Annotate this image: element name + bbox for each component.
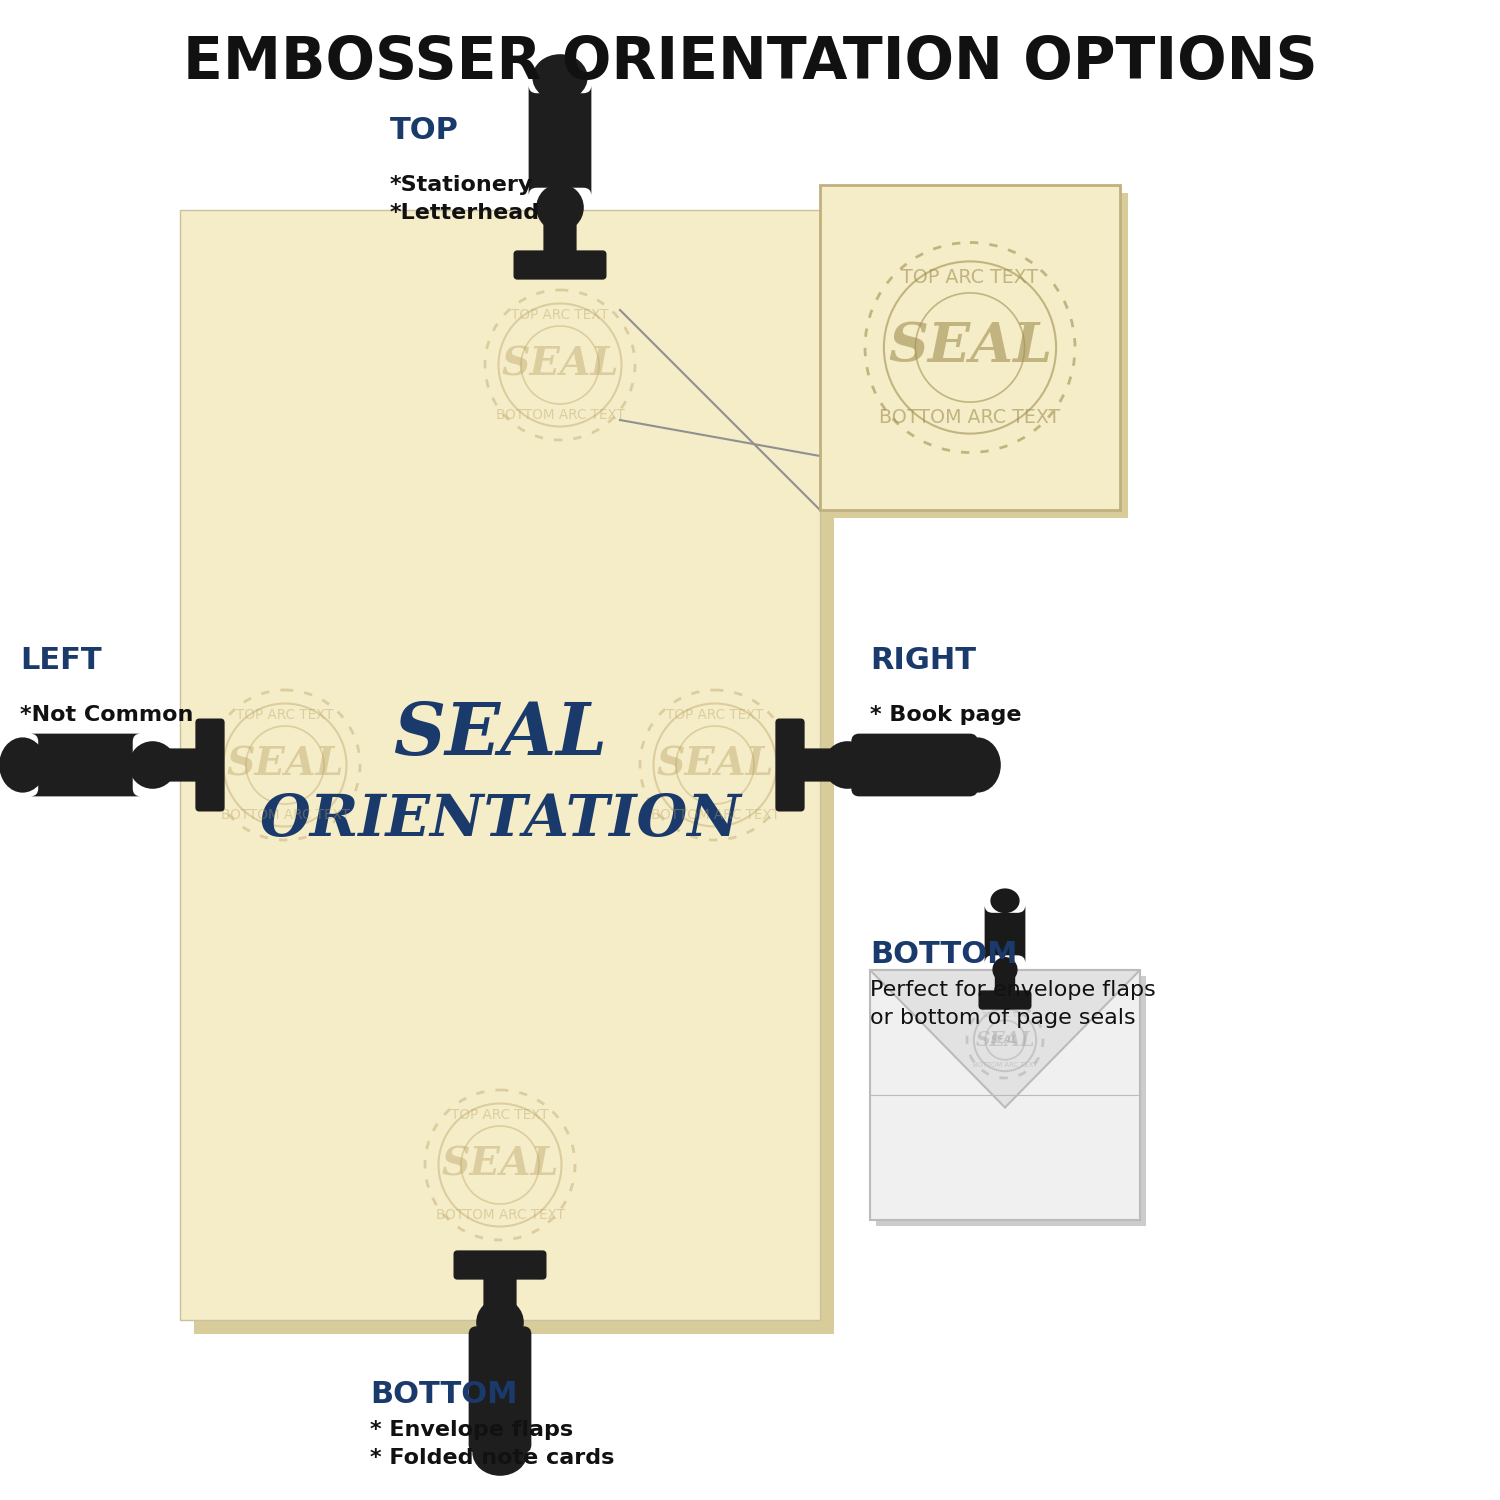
FancyBboxPatch shape (194, 224, 834, 1334)
Polygon shape (870, 970, 1140, 1107)
Circle shape (993, 957, 1017, 982)
Text: TOP ARC TEXT: TOP ARC TEXT (981, 1011, 1029, 1017)
FancyBboxPatch shape (978, 990, 1032, 1010)
Circle shape (476, 1299, 524, 1346)
Circle shape (824, 741, 872, 789)
FancyBboxPatch shape (30, 734, 141, 796)
FancyBboxPatch shape (195, 718, 225, 812)
FancyBboxPatch shape (543, 207, 576, 255)
FancyBboxPatch shape (528, 86, 591, 195)
FancyBboxPatch shape (821, 184, 1120, 510)
Text: TOP ARC TEXT: TOP ARC TEXT (666, 708, 764, 722)
FancyBboxPatch shape (513, 251, 606, 279)
Text: SEAL: SEAL (441, 1146, 558, 1184)
Text: *Stationery
*Letterhead: *Stationery *Letterhead (390, 176, 540, 223)
Text: TOP ARC TEXT: TOP ARC TEXT (452, 1107, 549, 1122)
Text: BOTTOM ARC TEXT: BOTTOM ARC TEXT (879, 408, 1060, 428)
Text: TOP ARC TEXT: TOP ARC TEXT (902, 267, 1038, 286)
FancyBboxPatch shape (994, 969, 1016, 994)
Text: TOP ARC TEXT: TOP ARC TEXT (512, 308, 609, 322)
Ellipse shape (0, 738, 46, 792)
Text: * Book page: * Book page (870, 705, 1022, 724)
Ellipse shape (532, 54, 588, 100)
Text: SEAL: SEAL (975, 1030, 1035, 1050)
FancyBboxPatch shape (798, 748, 850, 782)
Text: SEAL: SEAL (226, 746, 344, 784)
Ellipse shape (990, 888, 1020, 914)
Text: SEAL: SEAL (657, 746, 774, 784)
FancyBboxPatch shape (453, 1251, 546, 1280)
Text: * Envelope flaps
* Folded note cards: * Envelope flaps * Folded note cards (370, 1420, 615, 1468)
Text: BOTTOM ARC TEXT: BOTTOM ARC TEXT (651, 808, 780, 822)
Circle shape (129, 741, 177, 789)
Text: BOTTOM: BOTTOM (370, 1380, 518, 1408)
Text: BOTTOM ARC TEXT: BOTTOM ARC TEXT (972, 1062, 1038, 1068)
Text: BOTTOM ARC TEXT: BOTTOM ARC TEXT (435, 1209, 564, 1222)
FancyBboxPatch shape (876, 976, 1146, 1226)
Text: ORIENTATION: ORIENTATION (260, 792, 741, 849)
Text: SEAL: SEAL (992, 1035, 1018, 1046)
Text: BOTTOM: BOTTOM (870, 940, 1017, 969)
Ellipse shape (954, 738, 1000, 792)
FancyBboxPatch shape (180, 210, 821, 1320)
Text: TOP ARC TEXT: TOP ARC TEXT (237, 708, 333, 722)
FancyBboxPatch shape (153, 748, 200, 782)
Text: LEFT: LEFT (20, 646, 102, 675)
Text: SEAL: SEAL (501, 346, 618, 384)
Text: Perfect for envelope flaps
or bottom of page seals: Perfect for envelope flaps or bottom of … (870, 980, 1155, 1028)
Text: RIGHT: RIGHT (870, 646, 976, 675)
FancyBboxPatch shape (468, 1326, 531, 1454)
Text: *Not Common: *Not Common (20, 705, 194, 724)
Ellipse shape (472, 1430, 528, 1476)
Text: BOTTOM ARC TEXT: BOTTOM ARC TEXT (220, 808, 350, 822)
FancyBboxPatch shape (852, 734, 978, 796)
FancyBboxPatch shape (870, 970, 1140, 1220)
FancyBboxPatch shape (776, 718, 804, 812)
FancyBboxPatch shape (828, 194, 1128, 518)
Text: SEAL: SEAL (393, 699, 608, 771)
Text: EMBOSSER ORIENTATION OPTIONS: EMBOSSER ORIENTATION OPTIONS (183, 33, 1317, 90)
Text: SEAL: SEAL (888, 321, 1052, 374)
Circle shape (536, 184, 584, 231)
FancyBboxPatch shape (984, 904, 1026, 963)
Text: TOP: TOP (390, 116, 459, 146)
FancyBboxPatch shape (483, 1272, 516, 1326)
Text: BOTTOM ARC TEXT: BOTTOM ARC TEXT (495, 408, 624, 423)
